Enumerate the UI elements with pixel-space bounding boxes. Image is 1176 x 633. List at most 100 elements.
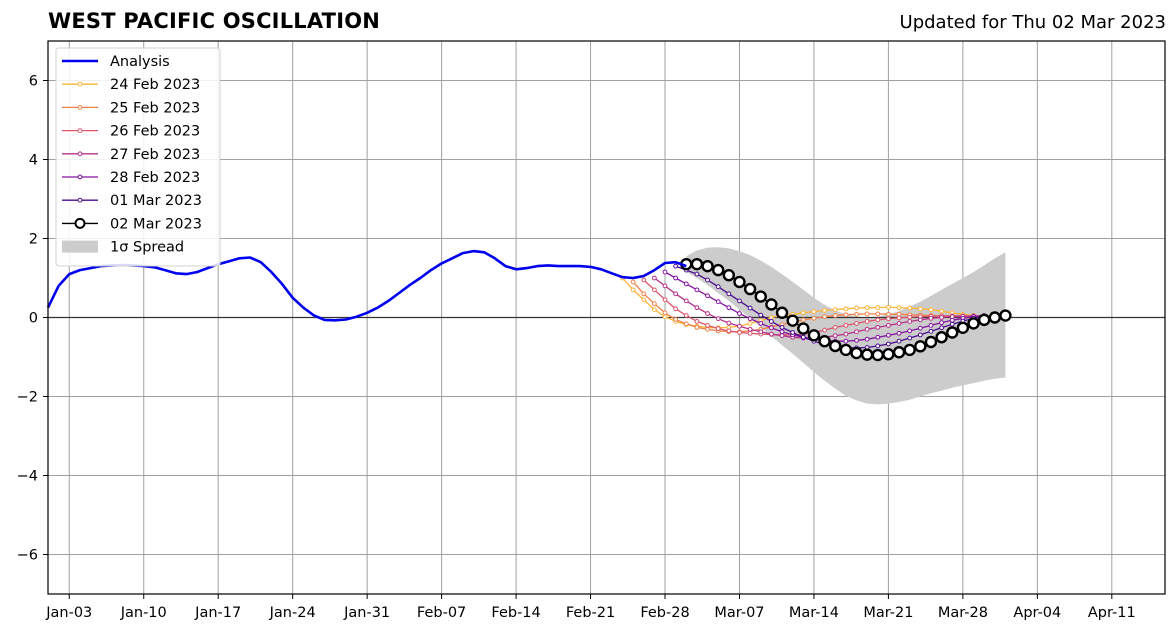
- forecast-point: [811, 315, 817, 321]
- y-tick-label: 6: [29, 74, 38, 90]
- forecast-point: [651, 301, 657, 307]
- forecast-point: [641, 297, 647, 303]
- forecast-point: [949, 317, 955, 323]
- legend-label: 28 Feb 2023: [110, 170, 200, 186]
- forecast-point: [662, 283, 668, 289]
- forecast-point: [747, 330, 753, 336]
- legend-box: [55, 47, 221, 267]
- forecast-point: [694, 324, 700, 330]
- forecast-point: [737, 330, 742, 335]
- forecast-point: [928, 323, 934, 328]
- legend-label: 01 Mar 2023: [110, 193, 202, 209]
- forecast-point: [705, 323, 710, 328]
- forecast-point: [939, 325, 944, 331]
- legend-marker: [77, 105, 83, 110]
- y-tick-label: −6: [17, 548, 38, 564]
- x-tick-label: Mar-07: [714, 605, 764, 621]
- forecast-point: [811, 309, 817, 314]
- y-tick-label: 2: [29, 232, 38, 248]
- forecast-point: [907, 319, 913, 324]
- forecast-point: [747, 305, 753, 311]
- forecast-point: [673, 317, 679, 322]
- forecast-point: [715, 284, 721, 290]
- forecast-point: [768, 331, 774, 337]
- forecast-point: [843, 312, 849, 318]
- legend-entry: 01 Mar 2023: [62, 193, 202, 209]
- forecast-point: [886, 316, 891, 322]
- forecast-point: [673, 275, 679, 281]
- axes: Jan-03 Jan-10 Jan-17 Jan-24 Jan-31 Feb-07 Feb-…: [17, 40, 1166, 621]
- forecast-point: [907, 305, 913, 311]
- forecast-point: [967, 317, 980, 330]
- legend-entry: 25 Feb 2023: [62, 100, 200, 116]
- forecast-point: [705, 277, 710, 283]
- forecast-point: [854, 321, 859, 326]
- forecast-point: [797, 322, 810, 335]
- forecast-point: [683, 298, 689, 304]
- forecast-point: [673, 291, 679, 297]
- forecast-point: [843, 306, 849, 312]
- forecast-point: [917, 325, 923, 331]
- forecast-point: [790, 330, 796, 335]
- forecast-point: [662, 310, 668, 316]
- forecast-point: [896, 305, 902, 311]
- forecast-point: [758, 312, 764, 318]
- forecast-point: [928, 315, 934, 321]
- forecast-point: [733, 275, 746, 289]
- forecast-point: [822, 327, 827, 333]
- x-tick-label: Jan-24: [269, 605, 316, 621]
- forecast-point: [726, 320, 732, 326]
- forecast-point: [726, 291, 732, 297]
- forecast-point: [935, 331, 948, 344]
- forecast-point: [662, 314, 668, 320]
- legend-entry: 02 Mar 2023: [62, 216, 202, 232]
- forecast-point: [651, 287, 657, 293]
- forecast-point: [832, 333, 838, 339]
- plot-frame: [47, 40, 1166, 595]
- legend-marker: [77, 151, 83, 157]
- forecast-point: [818, 335, 831, 348]
- forecast-point: [843, 331, 849, 337]
- forecast-point: [928, 307, 934, 313]
- forecast-point: [705, 326, 710, 332]
- forecast-point: [747, 326, 753, 332]
- forecast-point: [988, 311, 1001, 324]
- forecast-point: [747, 321, 753, 326]
- legend-entry: 1σ Spread: [62, 240, 184, 256]
- legend-label: 25 Feb 2023: [110, 100, 200, 116]
- forecast-point: [854, 311, 859, 317]
- legend-marker: [77, 197, 83, 203]
- forecast-point: [875, 343, 881, 349]
- forecast-point: [832, 313, 838, 318]
- forecast-point: [903, 343, 916, 357]
- forecast-point: [694, 271, 700, 277]
- forecast-point: [726, 328, 732, 334]
- legend-swatch: [62, 240, 98, 253]
- x-tick-label: Mar-28: [938, 605, 988, 621]
- forecast-point: [864, 311, 870, 317]
- forecast-point: [690, 257, 704, 271]
- x-tick-label: Jan-31: [343, 605, 390, 621]
- forecast-point: [651, 275, 657, 281]
- x-tick-label: Apr-04: [1013, 605, 1061, 621]
- forecast-point: [641, 277, 647, 283]
- forecast-point: [854, 305, 859, 311]
- forecast-point: [850, 346, 863, 360]
- legend-marker: [77, 174, 83, 180]
- forecast-point: [673, 263, 679, 269]
- forecast-point: [737, 311, 742, 316]
- forecast-point: [683, 313, 689, 318]
- forecast-point: [917, 332, 923, 338]
- analysis-line: [46, 249, 687, 322]
- forecast-point: [701, 259, 714, 273]
- forecast-point: [860, 348, 874, 361]
- y-tick-label: 4: [29, 153, 38, 169]
- forecast-point: [956, 321, 970, 334]
- forecast-point: [641, 291, 647, 297]
- forecast-point: [886, 323, 891, 328]
- forecast-point: [999, 309, 1012, 322]
- forecast-point: [726, 305, 732, 311]
- forecast-point: [705, 311, 710, 316]
- forecast-point: [800, 317, 806, 323]
- legend-entry: 26 Feb 2023: [62, 124, 200, 140]
